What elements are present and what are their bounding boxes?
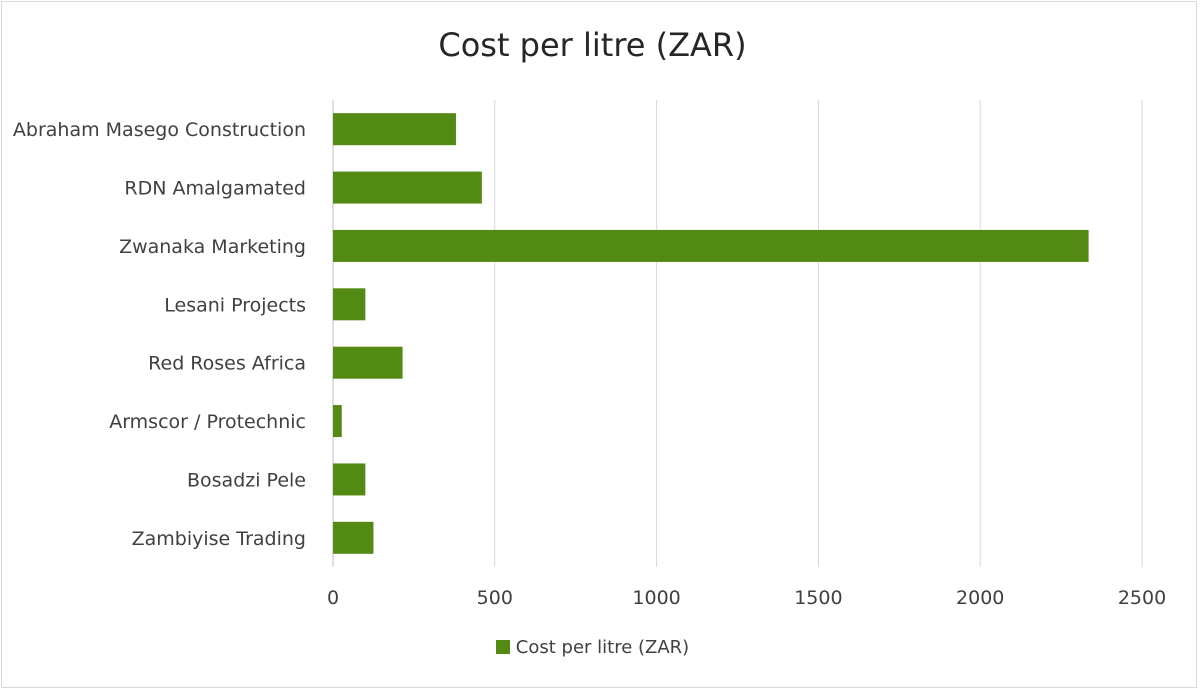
bar: [333, 229, 1089, 262]
legend: Cost per litre (ZAR): [0, 637, 1185, 658]
legend-label: Cost per litre (ZAR): [515, 637, 690, 658]
legend-swatch: [495, 640, 510, 654]
x-tick-label: 0: [327, 587, 339, 609]
category-label: RDN Amalgamated: [124, 178, 306, 200]
x-tick-label: 1000: [632, 587, 680, 609]
category-label: Lesani Projects: [164, 294, 306, 316]
bar: [333, 521, 374, 554]
chart-title: Cost per litre (ZAR): [438, 26, 747, 64]
x-tick-label: 2000: [956, 587, 1004, 609]
category-label: Zambiyise Trading: [132, 528, 306, 550]
category-label: Abraham Masego Construction: [13, 119, 306, 141]
bar: [333, 463, 366, 496]
x-tick-label: 1500: [794, 587, 842, 609]
category-label: Armscor / Protechnic: [109, 411, 306, 433]
x-tick-label: 500: [477, 587, 513, 609]
category-label: Red Roses Africa: [148, 353, 306, 375]
category-label: Bosadzi Pele: [187, 469, 306, 491]
bar: [333, 405, 342, 438]
bar: [333, 346, 403, 379]
category-label: Zwanaka Marketing: [119, 236, 306, 258]
bar: [333, 171, 482, 204]
x-tick-label: 2500: [1118, 587, 1166, 609]
bar: [333, 113, 456, 146]
bar: [333, 288, 366, 321]
